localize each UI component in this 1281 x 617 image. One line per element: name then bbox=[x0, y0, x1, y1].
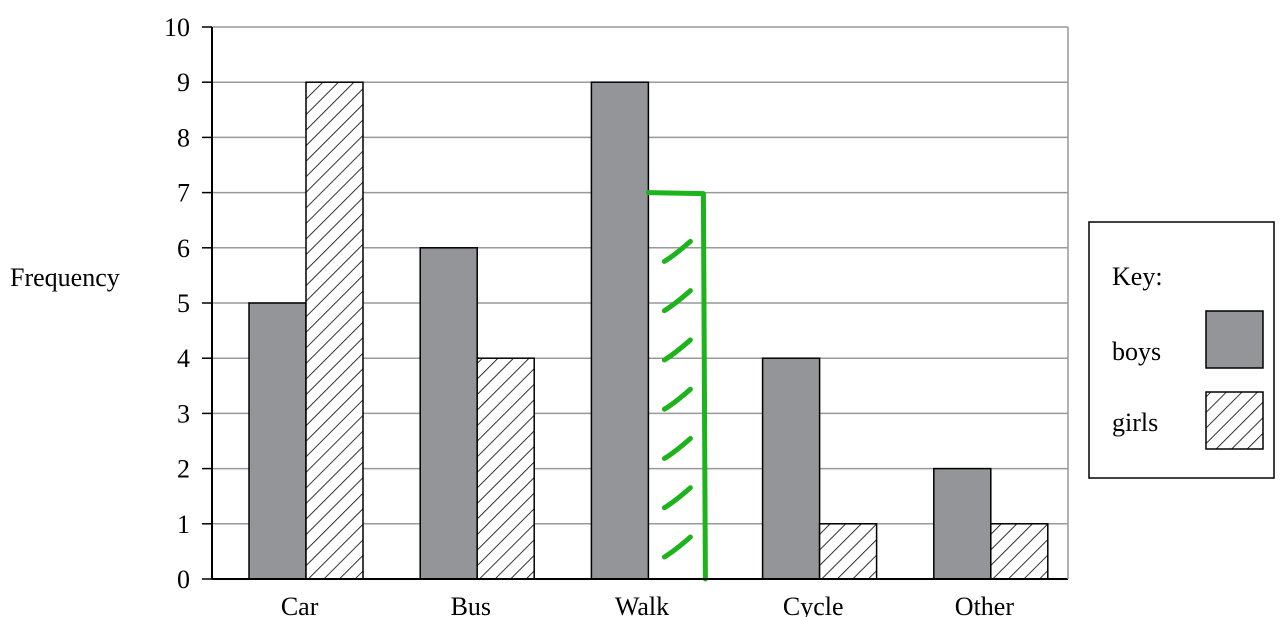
category-labels: Car Bus Walk Cycle Other bbox=[281, 592, 1015, 617]
annotation-hatch-stroke bbox=[661, 485, 693, 511]
legend-title: Key: bbox=[1112, 262, 1163, 291]
bar-girls-car bbox=[305, 81, 364, 580]
annotation-hatch-stroke bbox=[661, 288, 693, 314]
legend-swatch-girls bbox=[1205, 391, 1264, 450]
x-category-label: Cycle bbox=[783, 592, 844, 617]
y-tick-label: 5 bbox=[177, 289, 190, 318]
annotation-hatch-stroke bbox=[661, 337, 693, 363]
axes bbox=[211, 27, 1069, 580]
legend-swatch-boys bbox=[1205, 310, 1264, 369]
x-category-label: Bus bbox=[451, 592, 491, 617]
legend-label-boys: boys bbox=[1112, 337, 1161, 366]
y-tick-label: 0 bbox=[177, 565, 190, 594]
bar-boys-cycle bbox=[761, 357, 821, 580]
y-tick-label: 6 bbox=[177, 234, 190, 263]
annotation-hatch-stroke bbox=[661, 435, 693, 461]
y-tick-label: 2 bbox=[177, 455, 190, 484]
y-tick-label: 8 bbox=[177, 123, 190, 152]
x-category-label: Walk bbox=[615, 592, 669, 617]
bar-girls-other bbox=[990, 523, 1049, 580]
annotation-hatch-stroke bbox=[661, 534, 693, 560]
bar-boys-other bbox=[933, 467, 992, 580]
bar-girls-cycle bbox=[818, 523, 878, 580]
y-tick-labels: 0 1 2 3 4 5 6 7 8 9 10 bbox=[164, 13, 190, 594]
bar-boys-bus bbox=[419, 247, 478, 580]
legend: Key: boys girls bbox=[1088, 221, 1275, 479]
bars bbox=[248, 81, 1049, 580]
x-category-label: Car bbox=[281, 592, 319, 617]
y-tick-label: 1 bbox=[177, 510, 190, 539]
x-category-label: Other bbox=[955, 592, 1015, 617]
y-tick-label: 7 bbox=[177, 179, 190, 208]
y-tick-label: 4 bbox=[177, 344, 190, 373]
bar-boys-walk bbox=[590, 81, 650, 580]
bar-girls-bus bbox=[476, 357, 535, 580]
hand-drawn-annotation bbox=[645, 190, 708, 582]
y-tick-label: 10 bbox=[164, 13, 190, 42]
annotation-bar-outline bbox=[645, 190, 708, 582]
annotation-hatch-stroke bbox=[661, 386, 693, 412]
annotation-hatch-stroke bbox=[661, 238, 693, 264]
bar-boys-car bbox=[248, 302, 307, 580]
y-tick-label: 3 bbox=[177, 399, 190, 428]
y-axis-label: Frequency bbox=[10, 263, 120, 292]
y-tick-label: 9 bbox=[177, 68, 190, 97]
legend-label-girls: girls bbox=[1112, 408, 1158, 437]
